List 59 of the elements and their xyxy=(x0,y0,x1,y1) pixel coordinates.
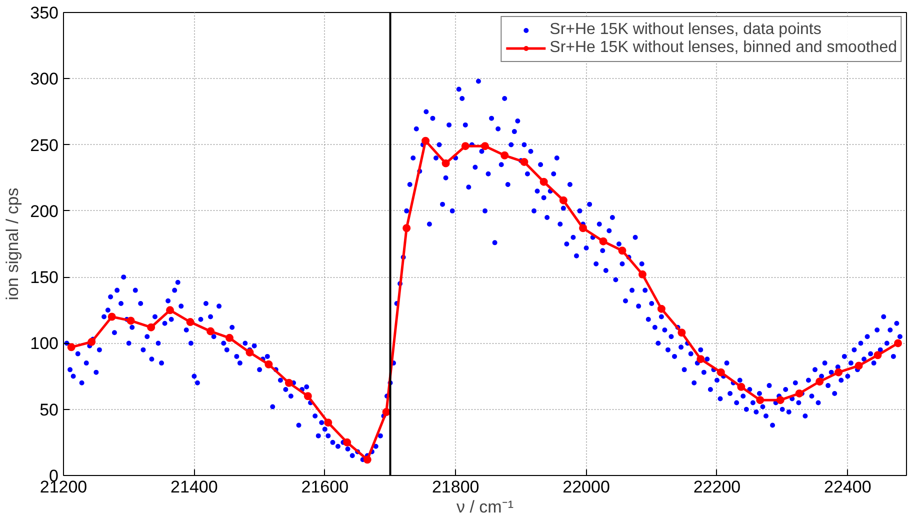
point xyxy=(324,418,332,427)
x-tick-label: 22000 xyxy=(562,478,610,496)
x-tick-label: 21600 xyxy=(301,478,349,496)
x-tick-label: 22400 xyxy=(824,478,872,496)
point xyxy=(126,316,135,325)
point xyxy=(246,348,254,356)
y-tick-label: 300 xyxy=(30,70,59,89)
x-tick-label: 21400 xyxy=(170,478,218,496)
point xyxy=(264,360,273,368)
point xyxy=(500,151,509,160)
point xyxy=(304,392,312,400)
point xyxy=(166,306,174,314)
point xyxy=(618,246,626,255)
point xyxy=(67,343,76,352)
point xyxy=(854,362,863,370)
point xyxy=(696,355,705,364)
point xyxy=(599,237,608,246)
point xyxy=(284,378,293,387)
point xyxy=(186,318,194,326)
point xyxy=(579,224,588,232)
y-tick-label: 350 xyxy=(30,4,59,22)
x-axis-title: ν / cm⁻¹ xyxy=(456,498,514,516)
y-axis-title: ion signal / cps xyxy=(3,188,22,300)
point xyxy=(834,368,843,376)
point xyxy=(481,142,489,150)
point xyxy=(657,304,666,313)
y-tick-label: 50 xyxy=(40,400,59,420)
y-tick-label: 150 xyxy=(30,268,59,288)
point xyxy=(461,142,470,150)
point xyxy=(776,396,784,404)
y-tick-label: 250 xyxy=(30,136,59,155)
point xyxy=(874,351,882,360)
point xyxy=(678,328,686,337)
point xyxy=(363,456,372,464)
point xyxy=(206,327,215,336)
point xyxy=(402,224,411,232)
y-tick-label: 200 xyxy=(30,202,59,221)
point xyxy=(716,368,725,376)
point xyxy=(894,339,902,348)
point xyxy=(638,270,646,278)
point xyxy=(225,334,234,342)
x-tick-label: 21800 xyxy=(432,478,480,496)
point xyxy=(737,382,746,391)
point xyxy=(520,158,528,166)
point xyxy=(756,396,764,404)
x-tick-label: 22200 xyxy=(693,478,741,496)
point xyxy=(540,178,548,186)
point xyxy=(147,323,156,332)
point xyxy=(108,312,116,321)
y-tick-label: 100 xyxy=(30,334,59,354)
point xyxy=(795,389,804,398)
legend-label: Sr+He 15K without lenses, binned and smoothed xyxy=(550,39,897,57)
point xyxy=(343,438,352,446)
point xyxy=(559,196,568,204)
point xyxy=(442,159,450,168)
point xyxy=(816,378,824,386)
point xyxy=(88,338,96,346)
point xyxy=(422,136,430,145)
legend-label: Sr+He 15K without lenses, data points xyxy=(550,21,822,39)
